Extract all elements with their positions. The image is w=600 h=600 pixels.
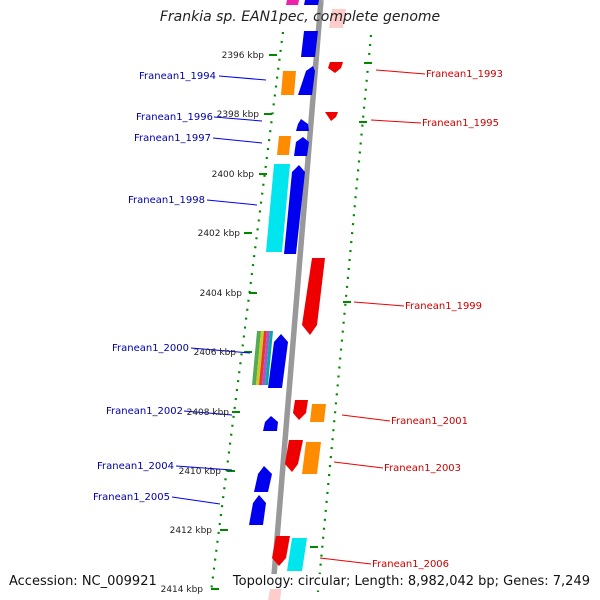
gene-franean1-1994-orange	[281, 71, 296, 95]
leader-franean1-1994	[218, 75, 267, 81]
kbp-label-2398: 2398 kbp	[217, 110, 260, 120]
kbp-label-2400: 2400 kbp	[212, 170, 255, 180]
gene-franean1-2001-red	[293, 400, 308, 420]
gene-label-franean1-2004: Franean1_2004	[97, 461, 174, 472]
gene-partial-pink	[329, 9, 346, 28]
label-leader-lines	[171, 69, 426, 565]
gene-label-franean1-1999: Franean1_1999	[405, 301, 482, 312]
leader-franean1-2006	[319, 557, 372, 565]
gene-franean1-2000-stripe	[256, 331, 264, 385]
gene-features	[249, 0, 346, 600]
kbp-tick-labels: 2396 kbp 2398 kbp 2400 kbp 2402 kbp 2404…	[161, 51, 265, 595]
leader-franean1-2005	[171, 496, 221, 505]
kbp-label-2404: 2404 kbp	[200, 289, 243, 299]
gene-franean1-2000	[268, 334, 288, 388]
gene-franean1-1995	[325, 112, 338, 121]
gene-franean1-2000-stripe	[262, 331, 270, 385]
genome-backbone	[269, 0, 324, 600]
gene-label-franean1-2002: Franean1_2002	[106, 406, 183, 417]
gene-franean1-2003	[302, 442, 321, 474]
gene-franean1-2004	[254, 466, 272, 492]
gene-franean1-2003-red	[285, 440, 303, 472]
gene-label-franean1-2005: Franean1_2005	[93, 492, 170, 503]
kbp-label-2402: 2402 kbp	[198, 229, 241, 239]
leader-franean1-2002	[183, 410, 233, 416]
gene-franean1-1998-cyan	[266, 164, 290, 252]
kbp-label-2406: 2406 kbp	[194, 348, 237, 358]
dotted-tracks	[209, 31, 373, 593]
gene-franean1-2006-red	[272, 536, 290, 566]
gene-franean1-2002	[263, 416, 278, 431]
gene-franean1-2001	[310, 404, 326, 422]
gene-label-franean1-1994: Franean1_1994	[139, 71, 216, 82]
gene-franean1-2005	[249, 495, 266, 525]
leader-franean1-2000	[190, 347, 251, 354]
gene-franean1-1996	[296, 119, 309, 131]
map-title: Frankia sp. EAN1pec, complete genome	[159, 9, 441, 25]
gene-franean1-2000-stripe	[265, 331, 273, 385]
leader-franean1-1995	[370, 119, 422, 124]
right-dotted-track	[316, 34, 373, 593]
leader-franean1-1999	[353, 301, 405, 307]
gene-label-franean1-2000: Franean1_2000	[112, 343, 189, 354]
kbp-label-2396: 2396 kbp	[222, 51, 265, 61]
gene-franean1-1994	[298, 66, 315, 95]
gene-label-franean1-2001: Franean1_2001	[391, 416, 468, 427]
leader-franean1-1997	[212, 137, 263, 144]
leader-franean1-2004	[175, 465, 233, 471]
gene-label-franean1-2006: Franean1_2006	[372, 559, 449, 570]
gene-labels-right: Franean1_1993 Franean1_1995 Franean1_199…	[372, 69, 503, 570]
gene-franean1-2006	[287, 538, 307, 571]
gene-franean1-1993	[328, 62, 343, 73]
gene-partial-magenta	[286, 0, 299, 5]
gene-label-franean1-2003: Franean1_2003	[384, 463, 461, 474]
leader-franean1-2003	[333, 461, 384, 469]
leader-franean1-1998	[206, 199, 258, 206]
gene-labels-left: Franean1_1994 Franean1_1996 Franean1_199…	[93, 71, 216, 503]
leader-franean1-1993	[375, 69, 426, 75]
kbp-tick-marks	[211, 54, 372, 590]
genome-info-label: Topology: circular; Length: 8,982,042 bp…	[230, 574, 592, 589]
gene-franean1-2000-stripe	[259, 331, 267, 385]
gene-blue-top	[301, 31, 318, 57]
leader-franean1-2001	[341, 414, 391, 422]
leader-franean1-1996	[213, 116, 263, 122]
gene-label-franean1-1995: Franean1_1995	[422, 118, 499, 129]
gene-label-franean1-1993: Franean1_1993	[426, 69, 503, 80]
gene-franean1-2000-stripe	[252, 331, 261, 385]
kbp-label-2408: 2408 kbp	[187, 408, 230, 418]
kbp-label-2410: 2410 kbp	[179, 467, 222, 477]
gene-franean1-1997	[294, 137, 309, 156]
kbp-label-2412: 2412 kbp	[170, 526, 213, 536]
gene-partial-blue	[304, 0, 319, 5]
gene-franean1-1998	[284, 165, 305, 254]
accession-label: Accession: NC_009921	[7, 574, 159, 589]
gene-label-franean1-1997: Franean1_1997	[134, 133, 211, 144]
gene-label-franean1-1996: Franean1_1996	[136, 112, 213, 123]
gene-franean1-1997-orange	[277, 136, 291, 155]
gene-franean1-1999	[302, 258, 325, 335]
gene-label-franean1-1998: Franean1_1998	[128, 195, 205, 206]
kbp-label-2414: 2414 kbp	[161, 585, 204, 595]
